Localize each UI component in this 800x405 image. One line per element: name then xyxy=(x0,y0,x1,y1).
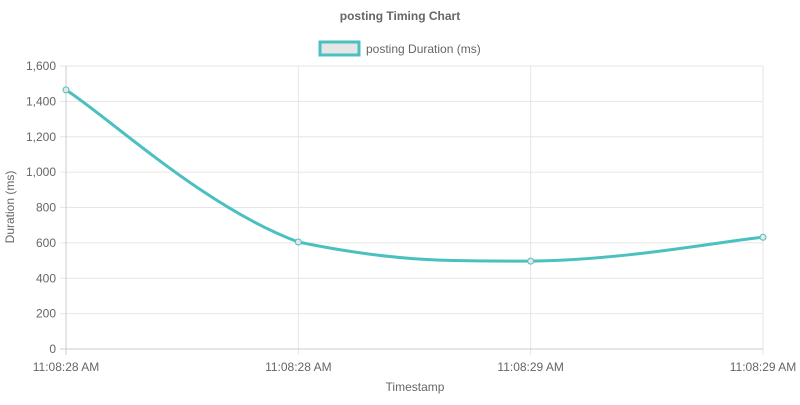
chart-axes xyxy=(65,66,763,350)
x-axis-title: Timestamp xyxy=(386,380,445,394)
series-line-posting-duration xyxy=(64,88,765,263)
y-tick-label: 0 xyxy=(49,342,56,356)
data-point-0-2 xyxy=(527,257,535,265)
chart-title: posting Timing Chart xyxy=(340,9,460,23)
x-axis-ticks: 11:08:28 AM 11:08:28 AM 11:08:29 AM 11:08:2… xyxy=(33,360,797,374)
y-axis-ticks: 0 200 400 600 800 1,000 1,200 1,400 1,600 xyxy=(26,59,56,356)
y-tick-label: 200 xyxy=(36,307,56,321)
data-point-0-1 xyxy=(294,238,302,246)
y-tick-label: 600 xyxy=(36,236,56,250)
y-tick-label: 400 xyxy=(36,271,56,285)
data-point-0-0 xyxy=(62,86,70,94)
y-tick-label: 1,200 xyxy=(26,130,56,144)
data-series xyxy=(62,86,767,265)
x-tick-label: 11:08:28 AM xyxy=(33,360,100,374)
y-tick-label: 1,400 xyxy=(26,94,56,108)
legend-swatch-posting-duration[interactable] xyxy=(318,40,361,57)
y-axis-title: Duration (ms) xyxy=(3,171,17,244)
y-tick-label: 800 xyxy=(36,201,56,215)
x-tick-label: 11:08:28 AM xyxy=(265,360,332,374)
data-point-0-3 xyxy=(759,233,767,241)
x-tick-label: 11:08:29 AM xyxy=(497,360,564,374)
chart-legend[interactable]: posting Duration (ms) xyxy=(318,40,481,57)
x-tick-label: 11:08:29 AM xyxy=(730,360,797,374)
grid-lines xyxy=(60,65,764,355)
y-tick-label: 1,600 xyxy=(26,59,56,73)
legend-label-posting-duration[interactable]: posting Duration (ms) xyxy=(366,42,481,56)
y-tick-label: 1,000 xyxy=(26,165,56,179)
